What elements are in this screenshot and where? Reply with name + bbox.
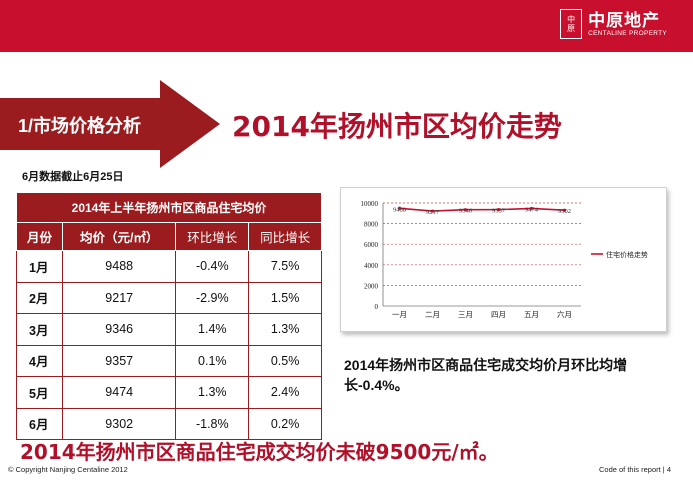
price-table: 2014年上半年扬州市区商品住宅均价 月份 均价（元/㎡） 环比增长 同比增长 …	[16, 192, 322, 440]
data-point	[430, 209, 435, 213]
data-label: 9302	[558, 208, 571, 215]
x-tick-label: 三月	[458, 310, 473, 319]
y-tick-label: 2000	[364, 282, 379, 290]
table-header-row: 月份 均价（元/㎡） 环比增长 同比增长	[16, 222, 322, 251]
table-row: 3月 9346 1.4% 1.3%	[16, 313, 322, 346]
logo-mark-char: 原	[567, 24, 576, 33]
cell-month: 4月	[16, 344, 63, 377]
cell-yoy: 0.5%	[248, 344, 322, 377]
data-label: 9488	[393, 206, 406, 213]
data-label: 9474	[525, 206, 539, 213]
cell-mom: 0.1%	[175, 344, 250, 377]
logo-name-cn: 中原地产	[588, 10, 661, 30]
top-banner: 中原 中原地产 CENTALINE PROPERTY	[0, 0, 693, 52]
logo-mark: 中原	[560, 9, 583, 39]
cell-price: 9217	[61, 281, 177, 314]
legend-label: 住宅价格走势	[606, 250, 648, 259]
col-header-mom: 环比增长	[175, 222, 250, 251]
series-line	[399, 207, 565, 212]
table-row: 2月 9217 -2.9% 1.5%	[16, 281, 322, 314]
chart-svg: 0 2000 4000 6000 8000 10000 一月 二月 三月 四月 五月 六月 住宅价格走势…	[361, 200, 649, 319]
logo-name-en: CENTALINE PROPERTY	[588, 29, 667, 37]
data-label: 9217	[426, 209, 440, 216]
table-row: 6月 9302 -1.8% 0.2%	[16, 407, 322, 440]
cell-month: 5月	[16, 376, 63, 409]
data-point	[397, 206, 402, 210]
chart-caption: 2014年扬州市区商品住宅成交均价月环比均增长-0.4%。	[344, 357, 628, 393]
data-point	[529, 206, 534, 211]
company-logo: 中原 中原地产 CENTALINE PROPERTY	[560, 9, 667, 39]
cell-price: 9357	[61, 344, 177, 377]
section-label: 1/市场价格分析	[18, 116, 142, 136]
data-point	[496, 208, 501, 212]
data-cutoff-note: 6月数据截止6月25日	[22, 171, 124, 183]
cell-price: 9488	[61, 250, 177, 283]
col-header-yoy: 同比增长	[248, 222, 322, 251]
data-point	[562, 208, 567, 212]
y-tick-label: 4000	[364, 262, 379, 270]
price-trend-chart: 0 2000 4000 6000 8000 10000 一月 二月 三月 四月 五月 六月 住宅价格走势…	[340, 187, 667, 332]
logo-mark-char: 中	[567, 15, 576, 24]
cell-yoy: 0.2%	[248, 407, 322, 440]
y-tick-label: 8000	[364, 221, 379, 229]
x-tick-label: 一月	[392, 310, 407, 319]
y-tick-label: 10000	[361, 200, 379, 208]
footer-report-code: Code of this report | 4	[599, 465, 671, 474]
x-tick-label: 四月	[491, 310, 506, 319]
cell-mom: 1.3%	[175, 376, 250, 409]
x-tick-label: 六月	[557, 309, 572, 319]
data-label: 9357	[492, 208, 506, 215]
col-header-price: 均价（元/㎡）	[61, 222, 177, 251]
footer-copyright: © Copyright Nanjing Centaline 2012	[8, 465, 128, 474]
cell-yoy: 1.3%	[248, 313, 322, 346]
y-tick-label: 6000	[364, 241, 379, 249]
section-arrow-shape	[0, 80, 220, 168]
cell-yoy: 1.5%	[248, 281, 322, 314]
page-title: 2014年扬州市区均价走势	[232, 110, 562, 143]
data-point	[463, 208, 468, 212]
cell-price: 9346	[61, 313, 177, 346]
cell-mom: -2.9%	[175, 281, 250, 314]
data-label: 9346	[459, 208, 473, 215]
cell-price: 9474	[61, 376, 177, 409]
logo-text: 中原地产 CENTALINE PROPERTY	[588, 11, 667, 38]
cell-mom: 1.4%	[175, 313, 250, 346]
cell-mom: -0.4%	[175, 250, 250, 283]
cell-yoy: 7.5%	[248, 250, 322, 283]
x-tick-label: 二月	[425, 310, 440, 319]
table-caption: 2014年上半年扬州市区商品住宅均价	[16, 192, 322, 223]
table-row: 1月 9488 -0.4% 7.5%	[16, 250, 322, 283]
y-tick-label: 0	[375, 303, 379, 311]
cell-month: 6月	[16, 407, 63, 440]
cell-month: 1月	[16, 250, 63, 283]
table-row: 5月 9474 1.3% 2.4%	[16, 376, 322, 409]
x-tick-label: 五月	[524, 310, 539, 319]
cell-month: 3月	[16, 313, 63, 346]
summary-statement: 2014年扬州市区商品住宅成交均价未破9500元/㎡。	[20, 440, 499, 464]
col-header-month: 月份	[16, 222, 63, 251]
cell-mom: -1.8%	[175, 407, 250, 440]
cell-yoy: 2.4%	[248, 376, 322, 409]
cell-price: 9302	[61, 407, 177, 440]
cell-month: 2月	[16, 281, 63, 314]
table-row: 4月 9357 0.1% 0.5%	[16, 344, 322, 377]
